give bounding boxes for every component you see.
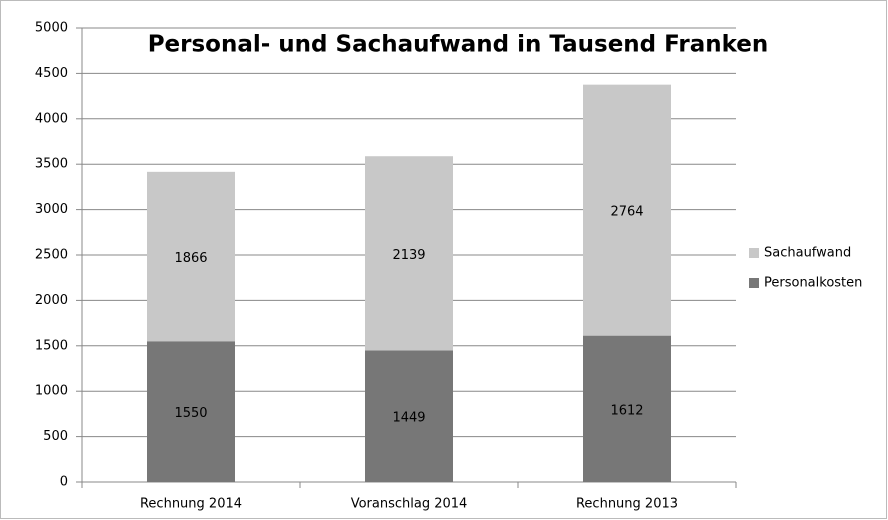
bar-segment: [147, 341, 235, 482]
y-tick-label: 500: [43, 429, 68, 444]
data-label: 1449: [392, 411, 425, 426]
bar-segment: [583, 335, 671, 482]
y-tick-label: 1500: [35, 338, 68, 353]
data-label: 2139: [392, 248, 425, 263]
legend-swatch: [749, 278, 759, 288]
y-tick-label: 3000: [35, 202, 68, 217]
chart-title: Personal- und Sachaufwand in Tausend Fra…: [148, 32, 769, 58]
data-label: 1550: [174, 406, 207, 421]
y-tick-label: 3500: [35, 157, 68, 172]
data-label: 2764: [610, 205, 643, 220]
bar-segment: [583, 84, 671, 336]
data-label: 1866: [174, 251, 207, 266]
y-tick-label: 4500: [35, 66, 68, 81]
y-tick-label: 4000: [35, 111, 68, 126]
bar-segment: [365, 350, 453, 482]
y-tick-label: 0: [60, 475, 68, 490]
bar-segment: [147, 171, 235, 342]
x-tick-label: Rechnung 2013: [576, 497, 678, 512]
legend-swatch: [749, 248, 759, 258]
x-tick-label: Voranschlag 2014: [351, 497, 468, 512]
y-tick-label: 1000: [35, 384, 68, 399]
data-label: 1612: [610, 403, 643, 418]
legend-label: Sachaufwand: [764, 246, 851, 261]
y-tick-label: 2000: [35, 293, 68, 308]
bar-segment: [365, 156, 453, 351]
legend-label: Personalkosten: [764, 276, 862, 291]
y-tick-label: 5000: [35, 21, 68, 36]
y-tick-label: 2500: [35, 248, 68, 263]
x-tick-label: Rechnung 2014: [140, 497, 242, 512]
